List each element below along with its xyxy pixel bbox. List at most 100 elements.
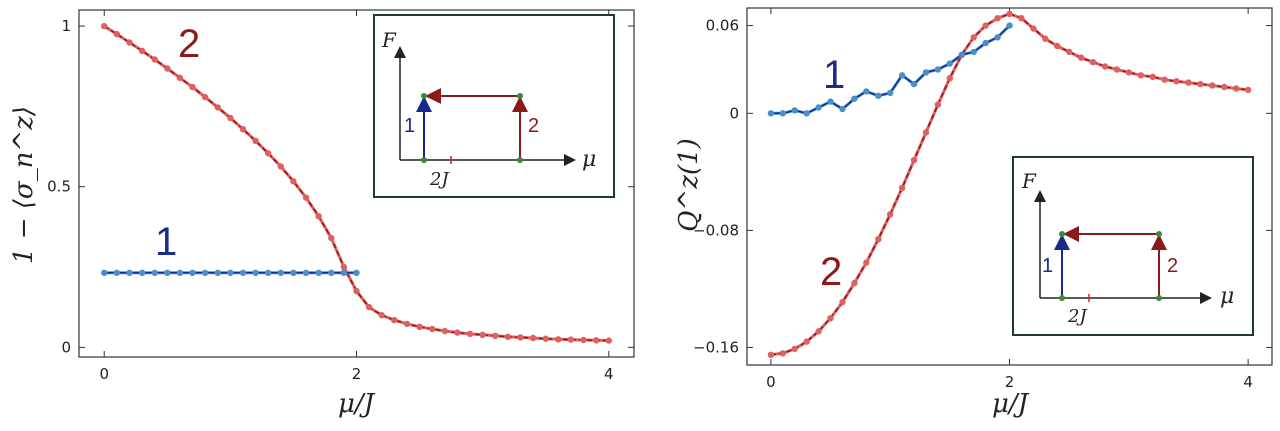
- left-series-2-point: [492, 332, 499, 339]
- right-x-tick-label: 0: [766, 373, 776, 391]
- right-inset-tick-label: 2J: [1067, 306, 1088, 327]
- left-x-tick-label: 2: [352, 365, 362, 383]
- left-series-1-point: [277, 269, 284, 276]
- right-inset-dot-end: [1059, 231, 1065, 237]
- right-y-tick-label: 0.06: [706, 17, 739, 35]
- right-series-2-point: [1113, 66, 1121, 73]
- right-series-2-point: [1018, 15, 1025, 22]
- left-series-2-point: [101, 22, 108, 30]
- left-inset-tick-label: 2J: [429, 169, 450, 190]
- right-series-1-point: [946, 60, 953, 67]
- left-series-2-point: [593, 337, 600, 344]
- right-series-1-point: [851, 95, 858, 102]
- right-inset: F μ 2J 1 2: [1012, 156, 1254, 336]
- right-series-2-point: [1077, 54, 1085, 61]
- left-series-2-point: [328, 234, 335, 242]
- right-series-2-point: [1221, 83, 1228, 91]
- left-series-2-point: [227, 114, 234, 122]
- left-series-2-point: [252, 137, 259, 144]
- right-inset-path1-label: 1: [1042, 255, 1053, 277]
- right-series-2-point: [898, 184, 906, 192]
- left-inset-frame: [373, 14, 615, 198]
- right-series-1-point: [767, 110, 775, 117]
- left-series-2-point: [429, 325, 436, 333]
- right-series-2-point: [1125, 69, 1133, 76]
- right-series-2-point: [982, 22, 989, 29]
- left-inset-dot-start2: [517, 157, 523, 163]
- right-inset-dot-corner: [1156, 231, 1162, 237]
- right-series-1-point: [791, 107, 798, 114]
- left-series-2-point: [403, 320, 411, 328]
- left-series-2-point: [126, 39, 133, 46]
- right-curve-label-2: 2: [820, 250, 842, 294]
- right-series-2-point: [1066, 48, 1073, 56]
- right-series-1-point: [875, 92, 882, 100]
- left-series-1-point: [126, 269, 133, 276]
- right-series-2-point: [1149, 73, 1156, 81]
- left-series-1-point: [189, 269, 196, 276]
- left-series-2-point: [164, 65, 171, 72]
- left-series-2-point: [176, 74, 184, 82]
- left-series-1-point: [214, 269, 221, 276]
- right-series-2-point: [970, 34, 977, 41]
- right-y-tick-label: 0: [729, 104, 739, 122]
- left-series-2-point: [454, 329, 461, 336]
- left-series-2-point: [277, 163, 284, 170]
- left-series-2-point: [479, 331, 486, 338]
- left-x-tick-label: 4: [604, 365, 614, 383]
- left-inset-x-label: μ: [582, 147, 596, 172]
- right-series-2-point: [1101, 63, 1109, 70]
- left-series-1-point: [164, 269, 171, 276]
- left-panel: 0 2 4 0 0.5 1 μ/J 1 − ⟨σ_n^z⟩ 2 1 F μ 2J 1 2: [9, 9, 635, 419]
- left-inset-path2-label: 2: [528, 115, 539, 137]
- left-series-2-point: [441, 327, 448, 335]
- right-series: [767, 10, 1252, 358]
- left-series-2-point: [315, 213, 322, 220]
- left-series-2-point: [151, 56, 158, 63]
- right-series-2-point: [1030, 25, 1037, 32]
- right-series-1-point: [815, 104, 822, 111]
- right-inset-y-label: F: [1021, 169, 1037, 193]
- left-series-1-point: [239, 269, 247, 276]
- left-series-1-point: [101, 269, 108, 276]
- left-series-2-point: [605, 337, 612, 344]
- left-series-1-point: [138, 269, 146, 276]
- left-series-1-point: [227, 269, 234, 276]
- right-series-2-point: [946, 75, 953, 82]
- left-curve-label-1: 1: [155, 220, 177, 264]
- left-x-axis-label: μ/J: [338, 389, 376, 419]
- left-series-1-point: [315, 269, 322, 276]
- left-series-2-point: [138, 47, 146, 54]
- right-inset-dot-start1: [1059, 295, 1065, 301]
- right-inset-frame: [1012, 156, 1254, 336]
- right-series-1-point: [803, 110, 810, 117]
- right-series-2-point: [791, 345, 798, 353]
- right-series-2-point: [910, 157, 918, 164]
- left-series-1-point: [353, 269, 360, 276]
- right-series-2-point: [994, 15, 1001, 22]
- right-series-2-point: [779, 350, 786, 357]
- right-inset-path2-label: 2: [1167, 255, 1178, 277]
- left-series-2-point: [529, 334, 537, 342]
- right-series-2-point: [875, 236, 882, 243]
- right-series-2-point: [1089, 58, 1097, 66]
- left-inset-dot-start1: [421, 157, 427, 163]
- right-series-1-point: [863, 88, 870, 95]
- right-x-tick-label: 2: [1005, 373, 1015, 391]
- right-series-2-point: [1185, 79, 1192, 86]
- left-series: [101, 22, 612, 344]
- left-series-2-point: [201, 93, 209, 101]
- left-series-2-point: [580, 336, 587, 344]
- left-ticks: 0 2 4 0 0.5 1: [47, 10, 634, 383]
- left-series-2-point: [504, 333, 512, 340]
- left-series-1-point: [328, 269, 335, 276]
- right-series-1-point: [934, 66, 942, 73]
- left-series-1-point: [290, 269, 297, 276]
- left-series-1-point: [176, 269, 184, 276]
- left-series-1-point: [201, 269, 209, 276]
- right-series-2-point: [1173, 78, 1180, 85]
- left-series-2-point: [466, 330, 474, 338]
- left-series-1-point: [151, 269, 158, 276]
